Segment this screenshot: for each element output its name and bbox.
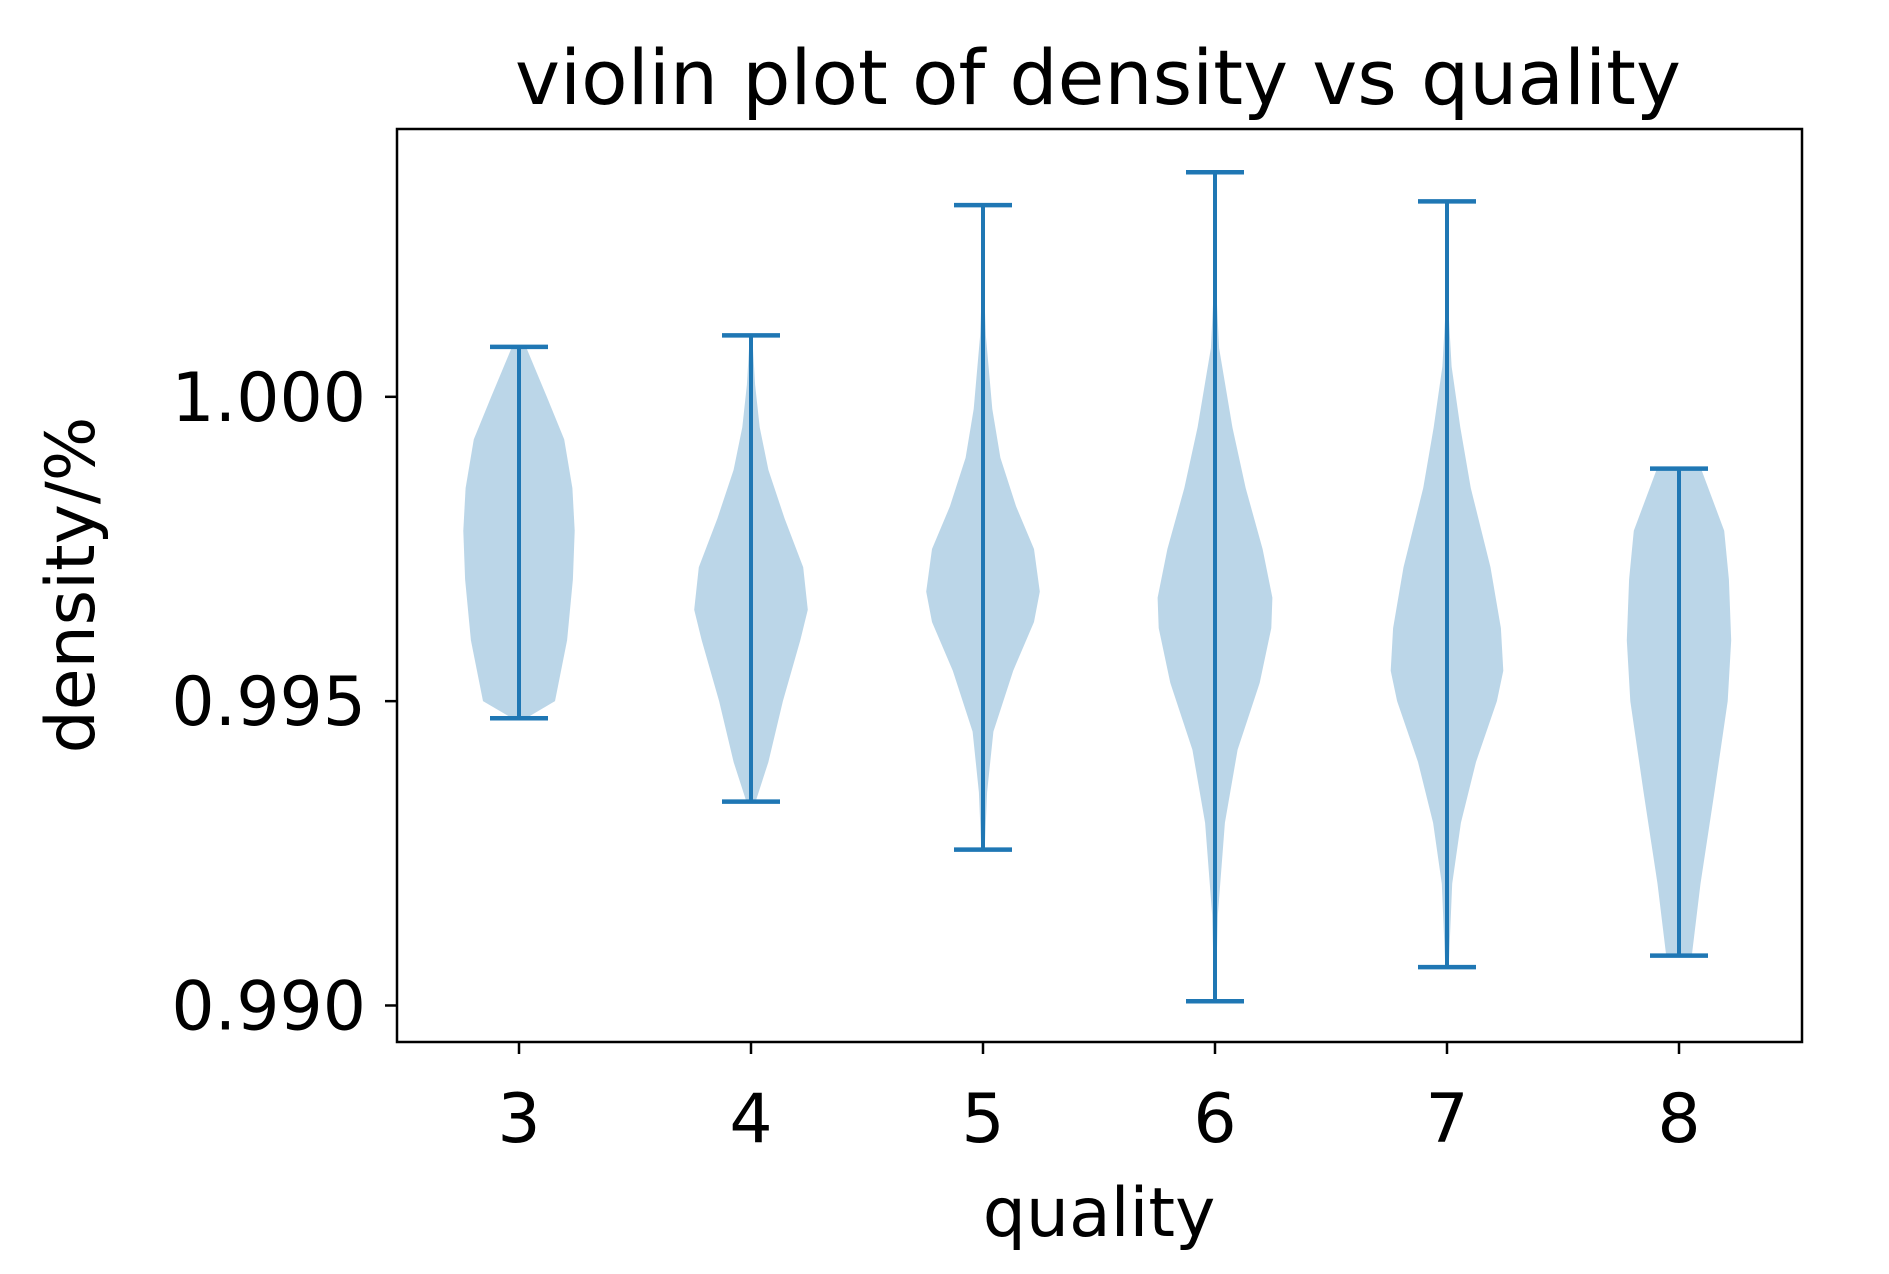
- plot-frame: [395, 127, 1804, 1044]
- y-tick-label: 1.000: [171, 359, 366, 438]
- x-tick-label: 8: [1657, 1080, 1700, 1159]
- violin-4: [694, 333, 808, 804]
- x-tick-label: 5: [961, 1080, 1004, 1159]
- x-tick-label: 4: [729, 1080, 772, 1159]
- violin-3: [463, 344, 575, 721]
- y-tick-label: 0.995: [171, 663, 366, 742]
- y-axis-ticks: 0.990 0.995 1.000: [171, 359, 397, 1046]
- y-axis-label: density/%: [32, 417, 111, 754]
- violin-7: [1390, 199, 1504, 970]
- violins-layer: [463, 169, 1732, 1004]
- x-axis-ticks: 3 4 5 6 7 8: [497, 1042, 1701, 1159]
- x-axis-label: quality: [983, 1174, 1216, 1253]
- chart-title: violin plot of density vs quality: [515, 33, 1681, 122]
- x-tick-label: 3: [497, 1080, 540, 1159]
- x-tick-label: 7: [1425, 1080, 1468, 1159]
- violin-6: [1157, 169, 1273, 1004]
- violin-8: [1626, 466, 1732, 958]
- y-tick-label: 0.990: [171, 967, 366, 1046]
- violin-5: [926, 202, 1040, 852]
- x-tick-label: 6: [1193, 1080, 1236, 1159]
